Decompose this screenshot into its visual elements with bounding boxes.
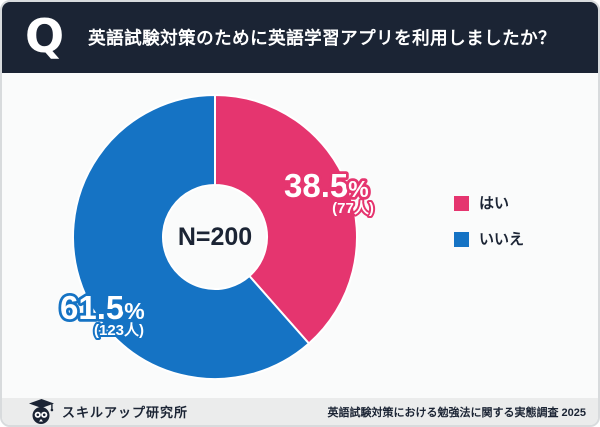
legend-item-yes: はい — [454, 196, 524, 211]
question-header: Q 英語試験対策のために英語学習アプリを利用しましたか？ — [2, 2, 598, 73]
q-icon: Q — [25, 9, 65, 63]
brand-name: スキルアップ研究所 — [62, 405, 189, 420]
donut-chart: N=200 38.5% (77人) 61.5% (123人) — [57, 94, 376, 380]
legend-swatch-yes — [454, 196, 469, 211]
no-percent-label: 61.5% — [60, 289, 145, 326]
legend-label-no: いいえ — [479, 231, 525, 248]
yes-count-label: (77人) — [332, 200, 374, 217]
chart-area: N=200 38.5% (77人) 61.5% (123人) はい いいえ — [2, 73, 598, 398]
brand: スキルアップ研究所 — [28, 398, 189, 425]
pie-segment-no — [72, 94, 310, 380]
owl-mascot-logo-icon — [29, 398, 54, 424]
legend: はい いいえ — [454, 196, 524, 247]
survey-source: 英語試験対策における勉強法に関する実態調査 2025 — [327, 406, 586, 419]
legend-item-no: いいえ — [454, 232, 524, 247]
no-count-label: (123人) — [94, 322, 144, 339]
pie-segment-yes — [214, 94, 358, 345]
center-label: N=200 — [178, 223, 252, 251]
yes-percent-label: 38.5% — [284, 167, 369, 204]
question-title: 英語試験対策のために英語学習アプリを利用しましたか？ — [88, 28, 557, 48]
legend-label-yes: はい — [479, 195, 510, 212]
footer: スキルアップ研究所 英語試験対策における勉強法に関する実態調査 2025 — [2, 398, 598, 425]
legend-swatch-no — [454, 232, 469, 247]
